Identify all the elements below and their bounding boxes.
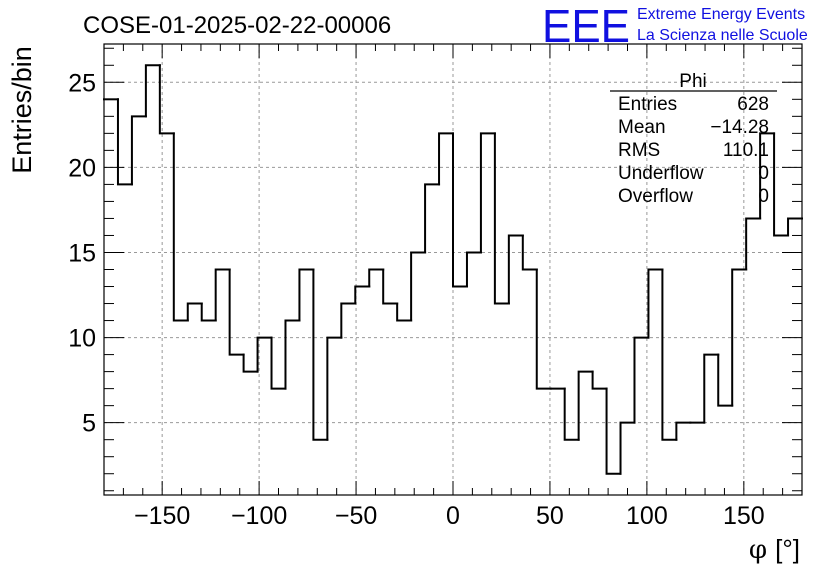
histogram-bin xyxy=(605,387,622,475)
x-tick-label: −150 xyxy=(134,502,190,530)
histogram-bin xyxy=(172,132,189,322)
histogram-bin xyxy=(675,421,692,441)
histogram-series xyxy=(103,64,803,475)
histogram-bin xyxy=(396,302,413,322)
phi-symbol: φ xyxy=(749,535,767,565)
histogram-bin xyxy=(563,387,580,441)
histogram-bin xyxy=(228,268,245,356)
stats-label: RMS xyxy=(618,140,660,161)
histogram-bin xyxy=(284,319,301,390)
histogram-bin xyxy=(661,268,678,441)
x-axis-title: φ [°] xyxy=(749,534,800,565)
histogram-bin xyxy=(382,268,399,305)
histogram-bin xyxy=(424,183,441,254)
histogram-bin xyxy=(633,336,650,424)
y-tick-label: 20 xyxy=(68,154,96,182)
y-tick-labels: 5 10 15 20 25 xyxy=(68,69,96,437)
histogram-bin xyxy=(619,421,636,475)
histogram-bin xyxy=(521,234,538,271)
x-tick-label: 0 xyxy=(446,502,460,530)
histogram-bin xyxy=(591,370,608,390)
histogram-bin xyxy=(745,217,762,271)
histogram-bin xyxy=(242,353,259,373)
histogram-bin xyxy=(773,132,790,237)
histogram-bin xyxy=(717,353,734,407)
histogram-bin xyxy=(186,302,203,322)
x-tick-labels: −150 −100 −50 0 50 100 150 xyxy=(134,502,765,530)
eee-logo: EEE xyxy=(542,0,630,52)
x-tick-label: 150 xyxy=(723,502,765,530)
stats-label: Entries xyxy=(618,94,677,115)
x-tick-label: −50 xyxy=(335,502,377,530)
histogram-bin xyxy=(703,353,720,424)
histogram-bin xyxy=(647,268,664,339)
histogram-bin xyxy=(326,336,343,441)
histogram-bin xyxy=(354,285,371,305)
histogram-bin xyxy=(493,132,510,305)
histogram-bin xyxy=(368,268,385,288)
stats-value: −14.28 xyxy=(710,117,769,138)
stats-label: Underflow xyxy=(618,163,704,184)
histogram-bin xyxy=(731,268,748,407)
x-tick-label: 100 xyxy=(626,502,668,530)
histogram-bin xyxy=(144,64,161,118)
histogram-bin xyxy=(312,268,329,441)
histogram-bin xyxy=(452,132,468,288)
histogram-bin xyxy=(158,64,175,135)
stats-value: 110.1 xyxy=(723,140,769,161)
axis-ticks xyxy=(104,44,802,495)
histogram-bin xyxy=(410,251,427,322)
histogram-bin xyxy=(759,132,776,220)
histogram-bin xyxy=(577,370,594,441)
x-axis-unit: [°] xyxy=(775,534,800,564)
y-tick-label: 25 xyxy=(68,69,96,97)
stats-label: Overflow xyxy=(618,186,693,207)
histogram-bin xyxy=(298,268,315,322)
stats-label: Mean xyxy=(618,117,666,138)
y-axis-title: Entries/bin xyxy=(7,46,37,174)
histogram-bin xyxy=(214,268,231,322)
stats-value: 0 xyxy=(758,186,769,207)
histogram-bin xyxy=(465,251,482,288)
histogram-bin xyxy=(340,302,357,339)
histogram-bin xyxy=(270,336,287,390)
histogram-bin xyxy=(116,98,133,186)
x-tick-label: −100 xyxy=(231,502,287,530)
histogram-bin xyxy=(438,132,454,186)
histogram-bin xyxy=(200,302,217,322)
stats-value: 0 xyxy=(758,163,769,184)
stats-value: 628 xyxy=(737,94,769,115)
y-tick-label: 10 xyxy=(68,325,96,353)
y-tick-label: 15 xyxy=(68,239,96,267)
histogram-bin xyxy=(479,132,496,254)
y-tick-label: 5 xyxy=(82,410,96,438)
histogram-bin xyxy=(507,234,524,305)
histogram-bin xyxy=(256,336,273,373)
chart-title: COSE-01-2025-02-22-00006 xyxy=(83,12,391,39)
stats-title: Phi xyxy=(679,71,706,92)
histogram-bin xyxy=(535,268,552,390)
histogram-bin xyxy=(787,217,803,237)
logo-line-1: Extreme Energy Events xyxy=(637,6,805,23)
stats-box: Phi Entries 628 Mean −14.28 RMS 110.1 Underflo… xyxy=(610,71,777,207)
x-tick-label: 50 xyxy=(536,502,564,530)
logo-line-2: La Scienza nelle Scuole xyxy=(637,27,808,44)
histogram-bin xyxy=(130,115,147,186)
